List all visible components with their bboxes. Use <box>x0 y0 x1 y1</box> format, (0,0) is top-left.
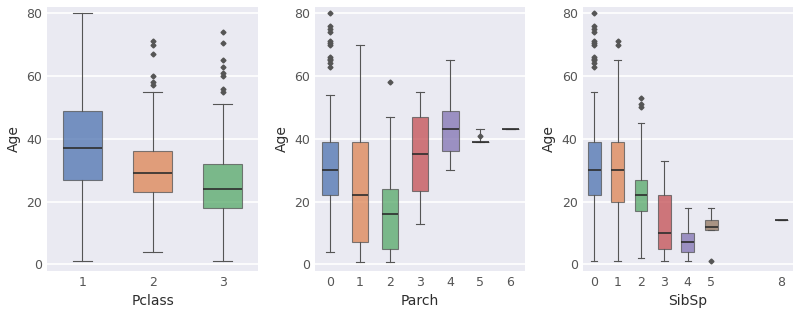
PathPatch shape <box>63 111 102 180</box>
PathPatch shape <box>634 180 647 211</box>
X-axis label: Pclass: Pclass <box>131 294 174 308</box>
PathPatch shape <box>658 195 671 249</box>
PathPatch shape <box>611 142 624 202</box>
PathPatch shape <box>203 164 242 208</box>
Y-axis label: Age: Age <box>7 125 21 152</box>
PathPatch shape <box>352 142 368 242</box>
X-axis label: Parch: Parch <box>401 294 439 308</box>
PathPatch shape <box>412 117 429 191</box>
Y-axis label: Age: Age <box>542 125 556 152</box>
PathPatch shape <box>682 233 694 252</box>
PathPatch shape <box>134 151 172 192</box>
PathPatch shape <box>322 142 338 195</box>
PathPatch shape <box>705 220 718 230</box>
PathPatch shape <box>382 189 398 249</box>
PathPatch shape <box>442 111 458 151</box>
X-axis label: SibSp: SibSp <box>668 294 707 308</box>
Y-axis label: Age: Age <box>274 125 289 152</box>
PathPatch shape <box>588 142 601 195</box>
